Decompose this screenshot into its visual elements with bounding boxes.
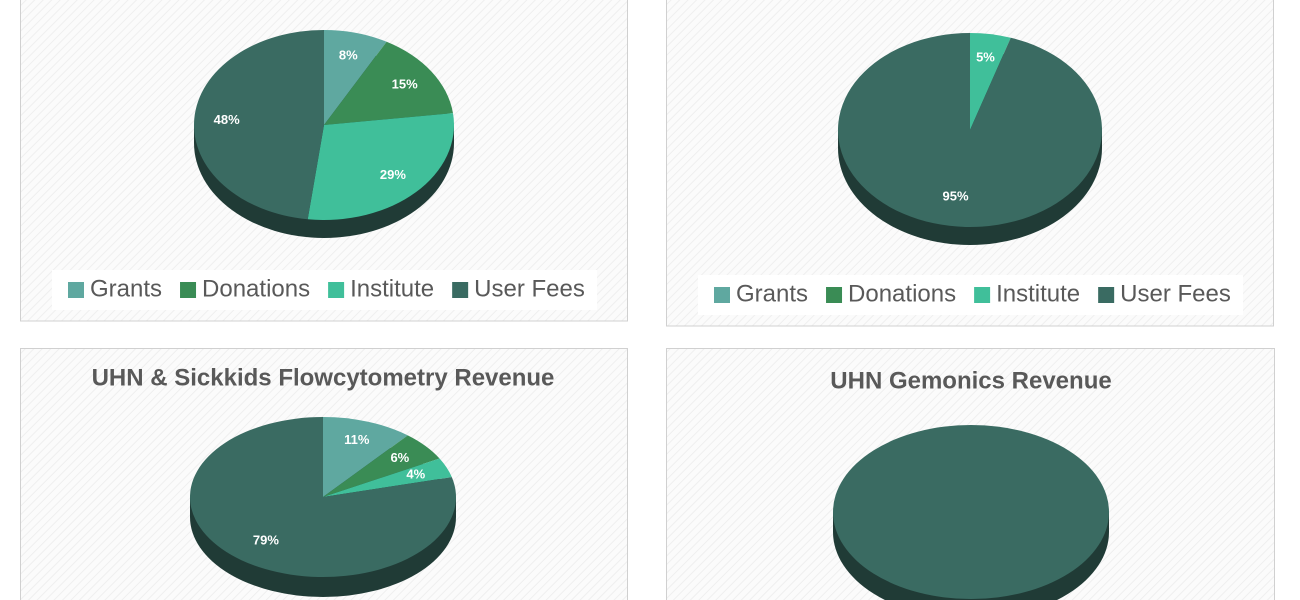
- legend-swatch: [452, 282, 469, 298]
- data-label: 8%: [339, 47, 358, 62]
- legend-box: [52, 270, 597, 310]
- pie-slice: [323, 435, 440, 497]
- data-label: 6%: [390, 450, 409, 465]
- data-label: 4%: [406, 466, 425, 481]
- legend-swatch: [180, 282, 197, 298]
- pie-slice: [833, 425, 1109, 599]
- legend-swatch: [974, 287, 991, 303]
- legend-label: Institute: [996, 280, 1080, 307]
- pie-slice: [193, 30, 324, 220]
- legend-label: Donations: [848, 280, 956, 307]
- legend-swatch: [1098, 287, 1115, 303]
- pie-slice: [323, 417, 408, 497]
- legend-label: User Fees: [474, 275, 585, 302]
- pie-slice: [190, 417, 457, 577]
- legend-swatch: [68, 282, 84, 298]
- legend-label: Institute: [350, 275, 434, 302]
- legend-label: Donations: [202, 275, 310, 302]
- chart-title: UHN Gemonics Revenue: [830, 367, 1111, 394]
- pie-slice: [970, 33, 1011, 130]
- data-label: 5%: [976, 50, 995, 65]
- data-label: 15%: [392, 76, 418, 91]
- pie-slice: [324, 30, 387, 125]
- pie-slice: [838, 33, 1103, 228]
- pie-slice: [323, 458, 452, 497]
- data-label: 79%: [253, 533, 279, 548]
- pie-slice: [324, 41, 453, 125]
- legend-label: Grants: [736, 280, 808, 307]
- data-label: 29%: [380, 167, 406, 182]
- legend-box: [698, 275, 1243, 315]
- legend-swatch: [328, 282, 345, 298]
- data-label: 11%: [344, 432, 370, 447]
- data-label: 95%: [943, 189, 969, 204]
- pie-slice: [307, 113, 454, 220]
- legend-label: Grants: [90, 275, 162, 302]
- chart-title: UHN & Sickkids Flowcytometry Revenue: [92, 364, 555, 391]
- legend-swatch: [826, 287, 843, 303]
- legend-swatch: [714, 287, 730, 303]
- legend-label: User Fees: [1120, 280, 1231, 307]
- data-label: 48%: [214, 112, 240, 127]
